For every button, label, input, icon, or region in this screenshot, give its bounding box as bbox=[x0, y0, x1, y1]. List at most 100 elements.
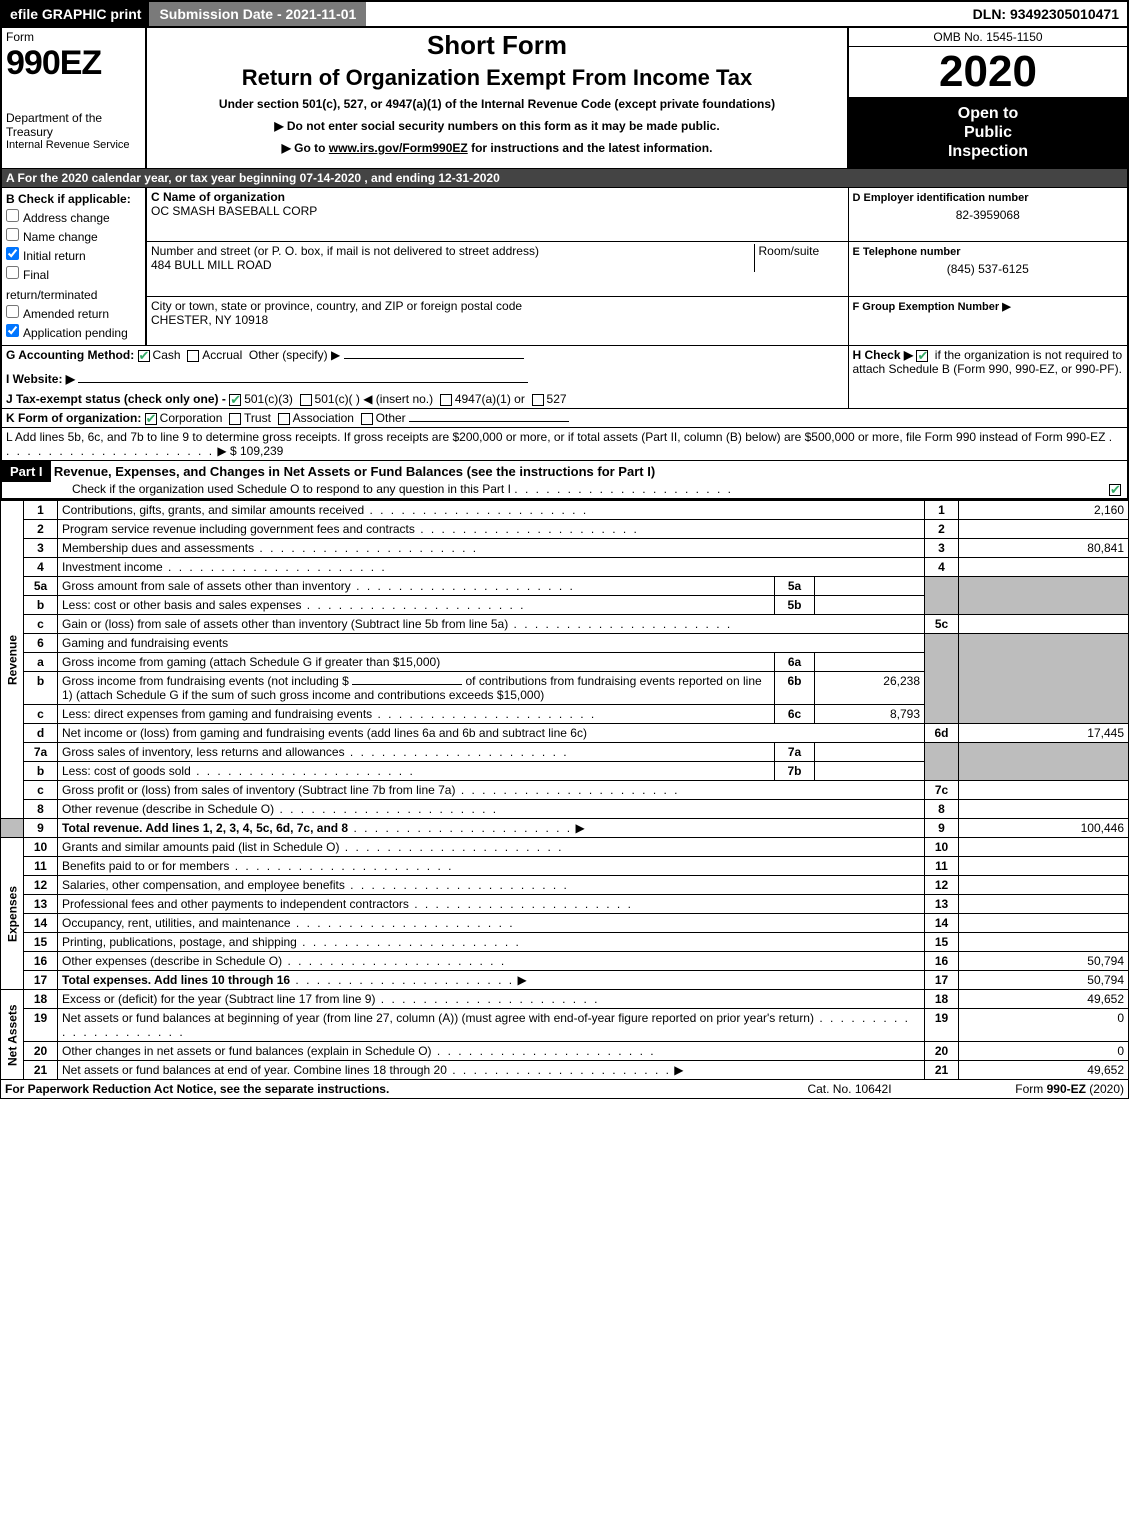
l6d-num: d bbox=[24, 724, 58, 743]
open-public-cell: Open to Public Inspection bbox=[848, 98, 1128, 169]
l5a-sub: 5a bbox=[775, 577, 815, 596]
line-18: Net Assets 18 Excess or (deficit) for th… bbox=[1, 990, 1129, 1009]
l12-rn: 12 bbox=[925, 876, 959, 895]
l11-amt bbox=[959, 857, 1129, 876]
h-label: H Check ▶ bbox=[853, 348, 914, 362]
l6b-blank[interactable] bbox=[352, 684, 462, 685]
period-line: A For the 2020 calendar year, or tax yea… bbox=[1, 168, 1128, 187]
chk-h[interactable] bbox=[916, 350, 928, 362]
chk-app-pending-input[interactable] bbox=[6, 324, 19, 337]
l6d-amt: 17,445 bbox=[959, 724, 1129, 743]
line-17: 17 Total expenses. Add lines 10 through … bbox=[1, 971, 1129, 990]
street-value: 484 BULL MILL ROAD bbox=[151, 258, 272, 272]
line-10: Expenses 10 Grants and similar amounts p… bbox=[1, 838, 1129, 857]
l13-num: 13 bbox=[24, 895, 58, 914]
header-right: OMB No. 1545-1150 2020 bbox=[848, 27, 1128, 98]
l16-rn: 16 bbox=[925, 952, 959, 971]
l6b-num: b bbox=[24, 672, 58, 705]
chk-amended-return-text: Amended return bbox=[23, 307, 109, 321]
chk-501c[interactable] bbox=[300, 394, 312, 406]
box-d-label: D Employer identification number bbox=[853, 192, 1029, 204]
chk-amended-return[interactable]: Amended return bbox=[6, 305, 141, 324]
line-11: 11 Benefits paid to or for members 11 bbox=[1, 857, 1129, 876]
box-f: F Group Exemption Number ▶ bbox=[848, 297, 1128, 346]
part1-check-line: Check if the organization used Schedule … bbox=[2, 482, 511, 496]
line-20: 20 Other changes in net assets or fund b… bbox=[1, 1042, 1129, 1061]
chk-cash[interactable] bbox=[138, 350, 150, 362]
chk-accrual[interactable] bbox=[187, 350, 199, 362]
line-6: 6 Gaming and fundraising events bbox=[1, 634, 1129, 653]
l7b-num: b bbox=[24, 762, 58, 781]
line-14: 14 Occupancy, rent, utilities, and maint… bbox=[1, 914, 1129, 933]
l3-rn: 3 bbox=[925, 539, 959, 558]
l8-num: 8 bbox=[24, 800, 58, 819]
chk-assoc[interactable] bbox=[278, 413, 290, 425]
row-g: G Accounting Method: Cash Accrual Other … bbox=[1, 346, 848, 409]
line-7a: 7a Gross sales of inventory, less return… bbox=[1, 743, 1129, 762]
chk-app-pending-text: Application pending bbox=[23, 326, 128, 340]
l21-arrow: ▶ bbox=[674, 1063, 683, 1077]
chk-trust[interactable] bbox=[229, 413, 241, 425]
open-l3: Inspection bbox=[948, 143, 1028, 160]
g-other: Other (specify) ▶ bbox=[249, 348, 340, 362]
chk-app-pending[interactable]: Application pending bbox=[6, 324, 141, 343]
l9-arrow: ▶ bbox=[575, 821, 584, 835]
l5ab-shade-rn bbox=[925, 577, 959, 615]
chk-501c3[interactable] bbox=[229, 394, 241, 406]
box-b-label: B Check if applicable: bbox=[6, 192, 131, 206]
k-other: Other bbox=[376, 411, 406, 425]
line-16: 16 Other expenses (describe in Schedule … bbox=[1, 952, 1129, 971]
l14-text: Occupancy, rent, utilities, and maintena… bbox=[62, 916, 291, 930]
l7b-sub: 7b bbox=[775, 762, 815, 781]
l19-text: Net assets or fund balances at beginning… bbox=[62, 1011, 814, 1025]
chk-address-change-input[interactable] bbox=[6, 209, 19, 222]
chk-4947[interactable] bbox=[440, 394, 452, 406]
top-bar: efile GRAPHIC print Submission Date - 20… bbox=[0, 0, 1129, 26]
goto-line: ▶ Go to www.irs.gov/Form990EZ for instru… bbox=[151, 141, 843, 155]
box-c-name: C Name of organization OC SMASH BASEBALL… bbox=[146, 187, 848, 242]
chk-final-return[interactable]: Final return/terminated bbox=[6, 266, 141, 304]
l4-amt bbox=[959, 558, 1129, 577]
g-other-input[interactable] bbox=[344, 358, 524, 359]
l12-amt bbox=[959, 876, 1129, 895]
org-name: OC SMASH BASEBALL CORP bbox=[151, 204, 317, 218]
chk-corp[interactable] bbox=[145, 413, 157, 425]
website-input[interactable] bbox=[78, 382, 528, 383]
l5b-subamt bbox=[815, 596, 925, 615]
l7b-subamt bbox=[815, 762, 925, 781]
chk-final-return-input[interactable] bbox=[6, 266, 19, 279]
box-c-street: Number and street (or P. O. box, if mail… bbox=[146, 242, 848, 297]
l17-amt: 50,794 bbox=[959, 971, 1129, 990]
chk-527[interactable] bbox=[532, 394, 544, 406]
l7ab-shade-amt bbox=[959, 743, 1129, 781]
g-cash: Cash bbox=[153, 348, 181, 362]
chk-initial-return-input[interactable] bbox=[6, 247, 19, 260]
chk-name-change[interactable]: Name change bbox=[6, 228, 141, 247]
chk-name-change-input[interactable] bbox=[6, 228, 19, 241]
chk-address-change-text: Address change bbox=[23, 211, 110, 225]
l4-num: 4 bbox=[24, 558, 58, 577]
chk-address-change[interactable]: Address change bbox=[6, 209, 141, 228]
line-8: 8 Other revenue (describe in Schedule O)… bbox=[1, 800, 1129, 819]
l6a-text: Gross income from gaming (attach Schedul… bbox=[62, 655, 440, 669]
l20-num: 20 bbox=[24, 1042, 58, 1061]
l6d-rn: 6d bbox=[925, 724, 959, 743]
l12-num: 12 bbox=[24, 876, 58, 895]
l14-num: 14 bbox=[24, 914, 58, 933]
l9-amt: 100,446 bbox=[959, 819, 1129, 838]
chk-amended-return-input[interactable] bbox=[6, 305, 19, 318]
part1-title: Revenue, Expenses, and Changes in Net As… bbox=[54, 464, 655, 479]
l10-text: Grants and similar amounts paid (list in… bbox=[62, 840, 339, 854]
l9-rn: 9 bbox=[925, 819, 959, 838]
chk-other-org[interactable] bbox=[361, 413, 373, 425]
l3-amt: 80,841 bbox=[959, 539, 1129, 558]
line-3: 3 Membership dues and assessments 3 80,8… bbox=[1, 539, 1129, 558]
l8-rn: 8 bbox=[925, 800, 959, 819]
l5b-text: Less: cost or other basis and sales expe… bbox=[62, 598, 301, 612]
box-e: E Telephone number (845) 537-6125 bbox=[848, 242, 1128, 297]
irs-link[interactable]: www.irs.gov/Form990EZ bbox=[329, 141, 468, 155]
chk-initial-return[interactable]: Initial return bbox=[6, 247, 141, 266]
part1-header: Part I Revenue, Expenses, and Changes in… bbox=[1, 461, 1128, 500]
k-other-input[interactable] bbox=[409, 421, 569, 422]
part1-checkbox[interactable] bbox=[1109, 484, 1121, 496]
